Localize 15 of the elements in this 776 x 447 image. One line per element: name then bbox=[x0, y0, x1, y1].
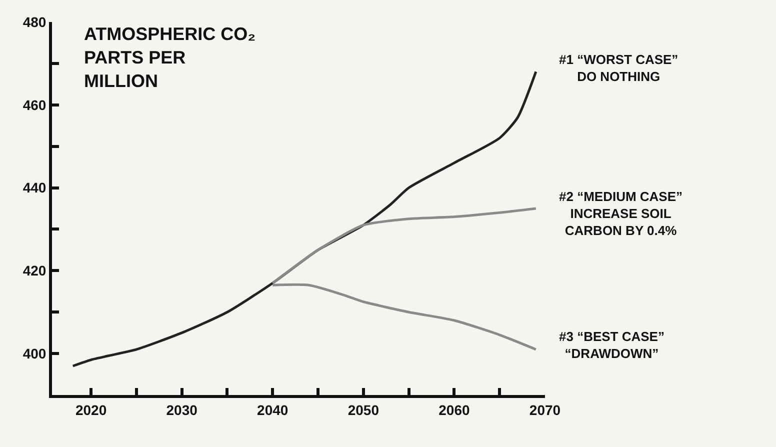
y-tick-label: 400 bbox=[22, 345, 46, 362]
x-tick-label: 2050 bbox=[348, 402, 380, 418]
y-tick-label: 480 bbox=[22, 14, 46, 30]
y-tick-label: 460 bbox=[22, 96, 46, 113]
x-tick-label: 2030 bbox=[166, 402, 198, 418]
series-label: #1 “WORST CASE” DO NOTHING bbox=[559, 52, 678, 84]
series-label: #2 “MEDIUM CASE” INCREASE SOIL CARBON BY 0.4% bbox=[559, 189, 683, 238]
text: ATMOSPHERIC CO₂ PARTS PER MILLION bbox=[84, 24, 256, 91]
x-tick-label: 2020 bbox=[75, 402, 107, 418]
x-tick-label: 2060 bbox=[438, 402, 470, 418]
x-tick-label: 2070 bbox=[529, 402, 561, 418]
series-label: #3 “BEST CASE” “DRAWDOWN” bbox=[559, 329, 664, 361]
y-tick-label: 420 bbox=[22, 262, 46, 279]
x-tick-label: 2040 bbox=[257, 402, 288, 418]
y-tick-label: 440 bbox=[22, 180, 46, 196]
